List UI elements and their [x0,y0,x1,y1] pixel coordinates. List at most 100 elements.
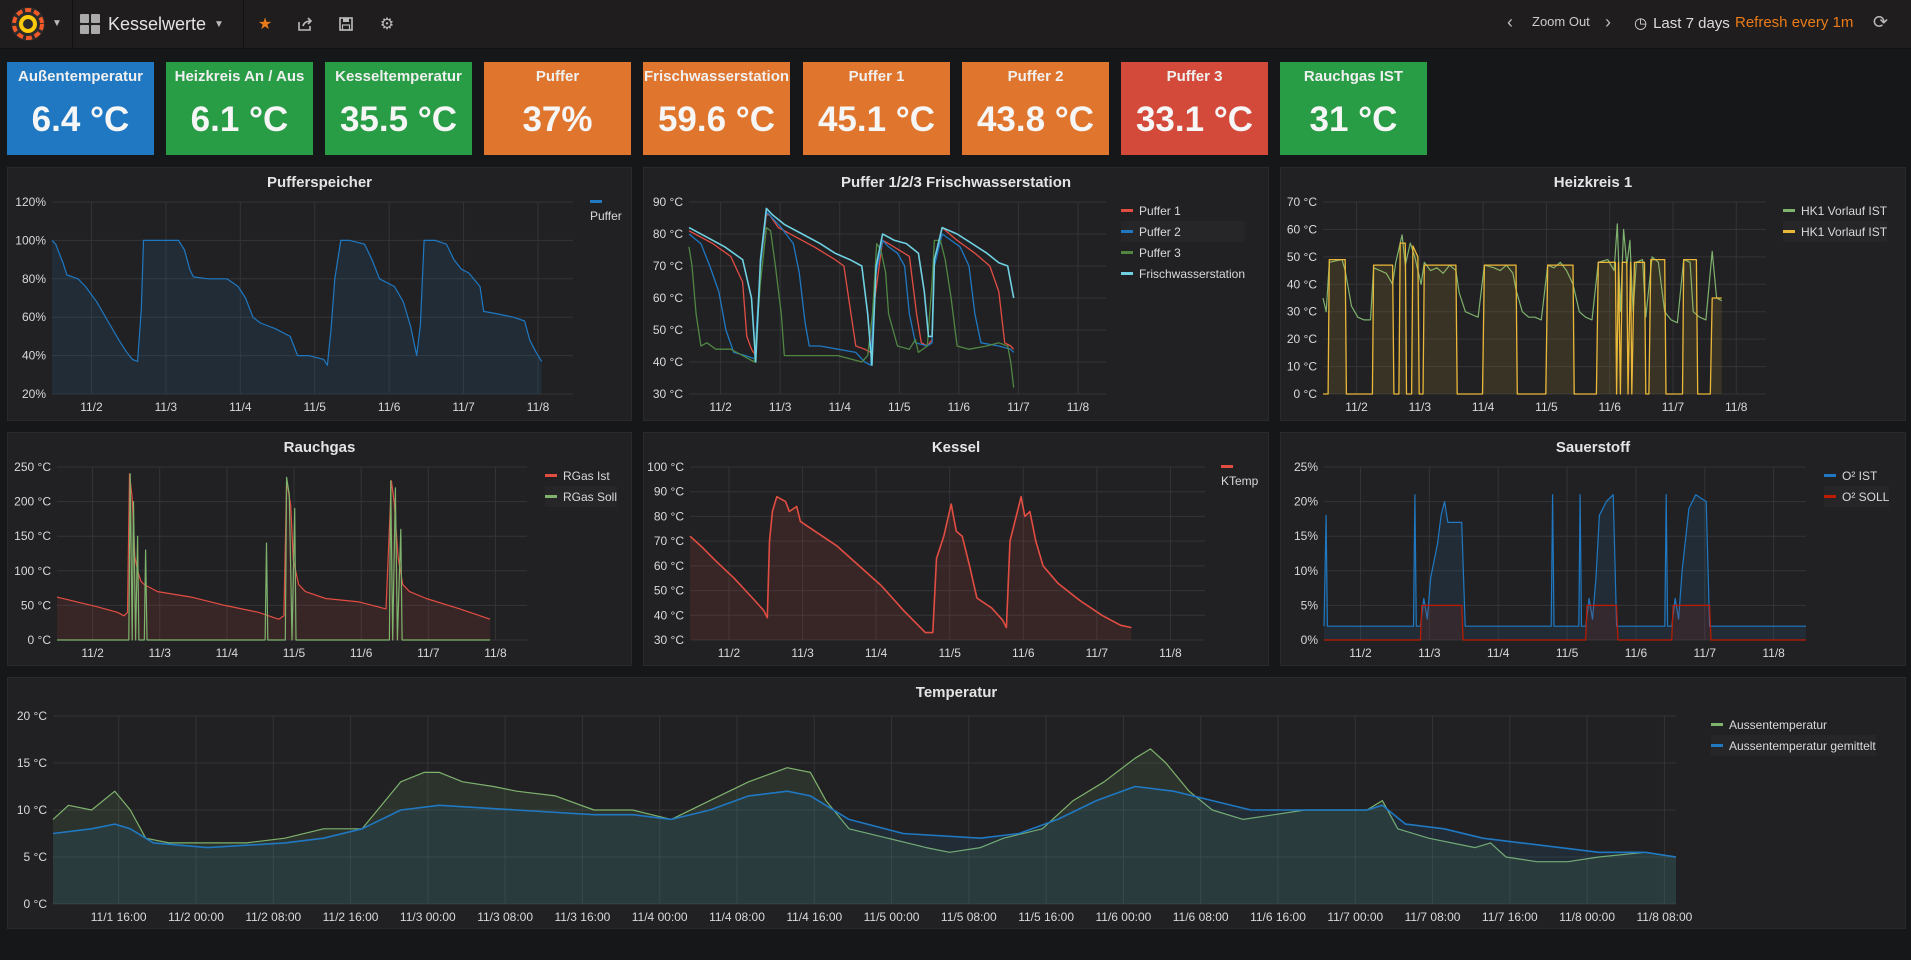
panel-title[interactable]: Pufferspeicher [266,174,373,191]
time-forward-icon[interactable]: › [1605,12,1611,32]
y-tick-label: 40 °C [653,355,683,369]
legend-swatch [1121,230,1133,233]
x-tick-label: 11/8 08:00 [1636,910,1692,924]
chart-legend: O² IST O² SOLL [1824,465,1890,507]
star-icon[interactable]: ★ [257,16,273,33]
legend-label: RGas Soll [563,489,618,504]
x-tick-label: 11/3 00:00 [400,910,456,924]
refresh-icon[interactable]: ⟳ [1873,12,1889,32]
gear-icon[interactable]: ⚙ [379,16,395,33]
panel-title[interactable]: Heizkreis 1 [1553,174,1633,191]
stat-value: 43.8 °C [976,100,1095,139]
legend-item[interactable]: Puffer 1 [1121,200,1245,221]
legend-swatch [1711,723,1723,726]
panel-title[interactable]: Sauerstoff [1555,439,1631,456]
y-tick-label: 40 °C [654,608,684,622]
y-tick-label: 20% [22,387,46,401]
stat-title: Frischwasserstation [643,68,790,85]
time-back-icon[interactable]: ‹ [1507,12,1513,32]
x-tick-label: 11/8 [1067,400,1090,414]
legend-item[interactable]: Puffer 2 [1121,221,1246,242]
y-tick-label: 0 °C [28,633,52,647]
stat-panel[interactable]: Außentemperatur 6.4 °C [7,62,154,155]
y-tick-label: 0% [1301,633,1319,647]
zoom-out-button[interactable]: Zoom Out [1532,14,1590,29]
stat-panel[interactable]: Puffer 2 43.8 °C [962,62,1109,155]
grafana-logo-icon[interactable] [8,4,48,44]
x-tick-label: 11/5 [1535,400,1558,414]
panel-kessel[interactable]: Kessel 30 °C 40 °C 50 °C 60 °C 70 °C 80 °C 90 … [643,432,1269,666]
legend-item[interactable]: O² IST [1824,465,1889,486]
legend-item[interactable]: Frischwasserstation [1121,263,1245,284]
panel-heizkreis[interactable]: Heizkreis 1 0 °C 10 °C 20 °C 30 °C 40 °C 50 °… [1280,167,1906,421]
y-tick-label: 30 °C [653,387,683,401]
legend-label: O² SOLL [1842,489,1890,504]
series-area [57,473,491,640]
legend-item[interactable]: Puffer [590,200,622,223]
stat-panel[interactable]: Frischwasserstation 59.6 °C [643,62,790,155]
legend-swatch [1121,272,1133,275]
logo-caret-icon[interactable]: ▼ [52,18,62,29]
y-tick-label: 100% [15,233,46,247]
legend-label: Puffer [590,209,622,223]
panel-title[interactable]: Rauchgas [283,439,356,456]
series-area [690,496,1132,640]
panel-title[interactable]: Kessel [931,439,981,456]
panel-temperatur[interactable]: Temperatur 0 °C 5 °C 10 °C 15 °C 20 °C 11/1 1… [7,677,1906,929]
legend-item[interactable]: HK1 Vorlauf IST [1783,200,1887,221]
stat-panel[interactable]: Puffer 1 45.1 °C [803,62,950,155]
series-line [688,214,1015,357]
series-area [53,748,1676,904]
rauchgas-chart: 0 °C 50 °C 100 °C 150 °C 200 °C 250 °C 11/2 11/… [14,460,527,660]
x-tick-label: 11/2 [81,646,104,660]
panel-puffer123[interactable]: Puffer 1/2/3 Frischwasserstation 30 °C 40… [643,167,1269,421]
legend-label: Aussentemperatur gemittelt [1729,738,1876,753]
stat-panel[interactable]: Puffer 3 33.1 °C [1121,62,1268,155]
share-icon[interactable] [295,14,315,34]
time-range-picker[interactable]: ◷ Last 7 days [1634,14,1730,33]
stat-title: Rauchgas IST [1303,68,1404,85]
panel-pufferspeicher[interactable]: Pufferspeicher 20% 40% 60% 80% 100% 120% 11/2 1… [7,167,632,421]
x-tick-label: 11/8 [1725,400,1748,414]
legend-item[interactable]: Aussentemperatur [1711,714,1876,735]
legend-item[interactable]: KTemp [1221,465,1258,488]
y-tick-label: 0 °C [24,897,48,911]
stat-panel[interactable]: Puffer 37% [484,62,631,155]
panel-rauchgas[interactable]: Rauchgas 0 °C 50 °C 100 °C 150 °C 200 °C 250 … [7,432,632,666]
dashboard-picker-button[interactable]: Kesselwerte ▼ [80,8,224,40]
y-tick-label: 10% [1294,564,1318,578]
legend-label: RGas Ist [563,468,610,483]
y-tick-label: 50 °C [654,584,684,598]
legend-label: HK1 Vorlauf IST [1801,224,1888,239]
y-tick-label: 50 °C [653,323,683,337]
legend-item[interactable]: RGas Soll [545,486,618,507]
x-tick-label: 11/5 [1556,646,1579,660]
legend-item[interactable]: Puffer 3 [1121,242,1245,263]
refresh-interval-label[interactable]: Refresh every 1m [1735,14,1854,31]
stat-panel[interactable]: Rauchgas IST 31 °C [1280,62,1427,155]
x-tick-label: 11/6 [948,400,971,414]
legend-item[interactable]: Aussentemperatur gemittelt [1711,735,1876,756]
legend-swatch [1121,251,1133,254]
stat-panel[interactable]: Heizkreis An / Aus 6.1 °C [166,62,313,155]
panel-title[interactable]: Puffer 1/2/3 Frischwasserstation [840,174,1072,191]
y-tick-label: 60 °C [653,291,683,305]
x-tick-label: 11/5 08:00 [941,910,997,924]
stat-title: Kesseltemperatur [335,68,462,85]
legend-item[interactable]: O² SOLL [1824,486,1890,507]
chart-legend: KTemp [1221,465,1258,488]
y-tick-label: 30 °C [1287,305,1317,319]
stat-title: Heizkreis An / Aus [174,68,305,85]
panel-title[interactable]: Temperatur [915,684,998,701]
x-tick-label: 11/7 08:00 [1405,910,1461,924]
y-tick-label: 90 °C [653,195,683,209]
panel-sauerstoff[interactable]: Sauerstoff 0% 5% 10% 15% 20% 25% 11/2 11/3 11/4 1… [1280,432,1906,666]
legend-item[interactable]: RGas Ist [545,465,617,486]
legend-item[interactable]: HK1 Vorlauf IST [1783,221,1888,242]
x-tick-label: 11/4 [828,400,851,414]
save-icon[interactable] [336,14,356,34]
stat-panel[interactable]: Kesseltemperatur 35.5 °C [325,62,472,155]
series-line [52,785,1677,858]
x-tick-label: 11/4 [1472,400,1495,414]
x-tick-label: 11/2 00:00 [168,910,224,924]
